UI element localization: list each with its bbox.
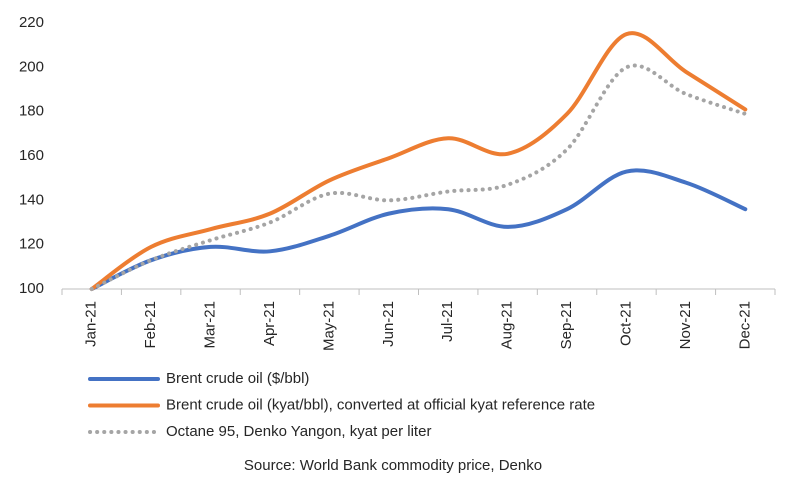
x-tick-label: Oct-21 xyxy=(617,301,634,346)
y-tick-label: 160 xyxy=(19,147,44,164)
x-tick-label: Aug-21 xyxy=(499,301,516,349)
series-line xyxy=(89,63,748,291)
y-tick-label: 180 xyxy=(19,103,44,120)
x-tick-label: Nov-21 xyxy=(677,301,694,349)
x-tick-label: Jul-21 xyxy=(439,301,456,342)
x-tick-label: Feb-21 xyxy=(142,301,159,349)
y-tick-label: 120 xyxy=(19,236,44,253)
x-tick-label: Dec-21 xyxy=(736,301,753,349)
y-tick-label: 200 xyxy=(19,58,44,75)
series-line xyxy=(89,31,748,291)
legend-label: Brent crude oil ($/bbl) xyxy=(166,370,309,387)
x-tick-label: Mar-21 xyxy=(202,301,219,349)
legend-label: Octane 95, Denko Yangon, kyat per liter xyxy=(166,423,431,440)
legend-label: Brent crude oil (kyat/bbl), converted at… xyxy=(166,396,595,413)
y-tick-label: 100 xyxy=(19,280,44,297)
y-tick-label: 220 xyxy=(19,14,44,31)
x-tick-label: Jan-21 xyxy=(83,301,100,347)
x-tick-label: May-21 xyxy=(320,301,337,351)
x-tick-label: Jun-21 xyxy=(380,301,397,347)
x-tick-label: Sep-21 xyxy=(558,301,575,349)
source-note: Source: World Bank commodity price, Denk… xyxy=(244,457,542,474)
y-tick-label: 140 xyxy=(19,191,44,208)
x-tick-label: Apr-21 xyxy=(261,301,278,346)
series-line xyxy=(89,168,748,291)
